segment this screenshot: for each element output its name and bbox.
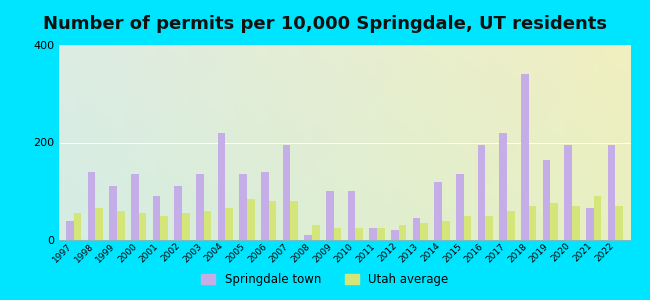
Bar (283, 145, 291, 240)
Bar (182, 213, 190, 240)
Bar (326, 191, 333, 240)
Bar (391, 230, 398, 240)
Legend: Springdale town, Utah average: Springdale town, Utah average (196, 269, 454, 291)
Bar (528, 206, 536, 240)
Bar (586, 208, 593, 240)
Bar (543, 160, 551, 240)
Bar (268, 201, 276, 240)
Bar (478, 145, 486, 240)
Bar (572, 206, 580, 240)
Bar (413, 218, 421, 240)
Bar (312, 225, 320, 240)
Bar (239, 174, 247, 240)
Bar (161, 216, 168, 240)
Bar (507, 211, 515, 240)
Bar (138, 213, 146, 240)
Bar (218, 133, 226, 240)
Bar (434, 182, 442, 240)
Bar (261, 172, 268, 240)
Bar (117, 211, 125, 240)
Bar (486, 216, 493, 240)
Bar (333, 228, 341, 240)
Bar (398, 225, 406, 240)
Bar (356, 228, 363, 240)
Bar (153, 196, 161, 240)
Bar (442, 220, 450, 240)
Bar (291, 201, 298, 240)
Bar (348, 191, 356, 240)
Bar (174, 186, 182, 240)
Bar (203, 211, 211, 240)
Bar (593, 196, 601, 240)
Bar (551, 203, 558, 240)
Bar (196, 174, 203, 240)
Bar (73, 213, 81, 240)
Bar (96, 208, 103, 240)
Bar (616, 206, 623, 240)
Bar (88, 172, 96, 240)
Bar (377, 228, 385, 240)
Bar (247, 199, 255, 240)
Bar (421, 223, 428, 240)
Bar (564, 145, 572, 240)
Text: Number of permits per 10,000 Springdale, UT residents: Number of permits per 10,000 Springdale,… (43, 15, 607, 33)
Bar (226, 208, 233, 240)
Bar (369, 228, 377, 240)
Bar (131, 174, 138, 240)
Bar (109, 186, 117, 240)
Bar (456, 174, 463, 240)
Bar (521, 74, 528, 240)
Bar (66, 220, 73, 240)
Bar (608, 145, 616, 240)
Bar (499, 133, 507, 240)
Bar (304, 235, 312, 240)
Bar (463, 216, 471, 240)
